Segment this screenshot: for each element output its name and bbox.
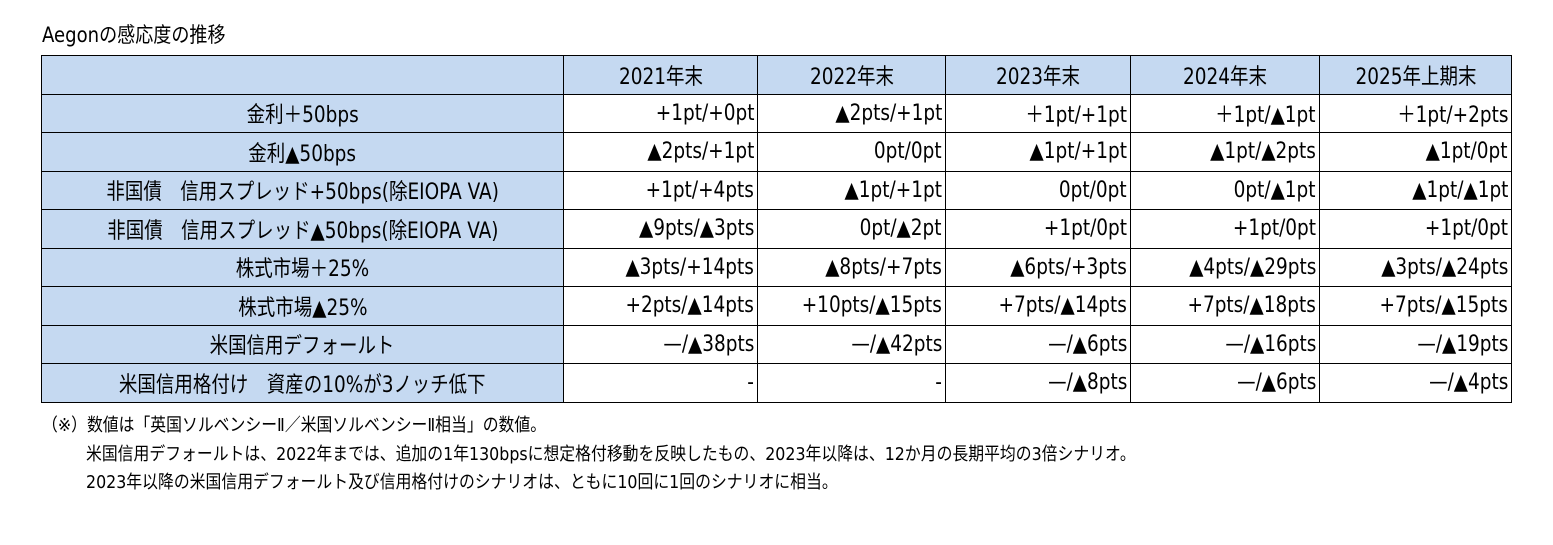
table-cell: ＋1pt/▲1pt [1130,93,1320,133]
table-cell: ▲8pts/+7pts [757,247,946,287]
column-header: 2025年上期末 [1319,55,1512,95]
table-cell: +1pt/0pt [1319,209,1512,249]
row-label: 米国信用格付け 資産の10%が3ノッチ低下 [41,363,564,403]
table-cell: —/▲6pts [1130,363,1320,403]
table-cell: +1pt/+4pts [563,170,758,210]
footnote-line: （※）数値は「英国ソルベンシーⅡ／米国ソルベンシーⅡ相当」の数値。 [42,415,547,436]
table-row: 株式市場＋25% ▲3pts/+14pts ▲8pts/+7pts ▲6pts/… [41,247,1512,287]
table-cell: —/▲8pts [945,363,1131,403]
table-cell: ▲2pts/+1pt [757,93,946,133]
row-label: 株式市場▲25% [41,286,564,326]
table-cell: ▲6pts/+3pts [945,247,1131,287]
table-cell: +1pt/0pt [1130,209,1320,249]
table-cell: - [563,363,758,403]
table-cell: ＋1pt/+1pt [945,93,1131,133]
table-cell: 0pt/0pt [945,170,1131,210]
table-cell: ▲4pts/▲29pts [1130,247,1320,287]
table-cell: - [757,363,946,403]
table-row: 金利▲50bps ▲2pts/+1pt 0pt/0pt ▲1pt/+1pt ▲1… [41,132,1512,172]
table-cell: —/▲6pts [945,324,1131,364]
row-label: 金利＋50bps [41,93,564,133]
column-header: 2022年末 [757,55,946,95]
table-cell: +7pts/▲15pts [1319,286,1512,326]
table-row: 非国債 信用スプレッド▲50bps(除EIOPA VA) ▲9pts/▲3pts… [41,209,1512,249]
table-cell: 0pt/▲2pt [757,209,946,249]
table-row: 非国債 信用スプレッド+50bps(除EIOPA VA) +1pt/+4pts … [41,170,1512,210]
page-title: Aegonの感応度の推移 [42,23,226,47]
table-cell: ▲1pt/▲2pts [1130,132,1320,172]
sensitivity-table: 2021年末 2022年末 2023年末 2024年末 2025年上期末 金利＋… [41,55,1512,403]
footnote-line: 2023年以降の米国信用デフォールト及び信用格付けのシナリオは、ともに10回に1… [86,472,838,493]
table-row: 株式市場▲25% +2pts/▲14pts +10pts/▲15pts +7pt… [41,286,1512,326]
table-cell: +2pts/▲14pts [563,286,758,326]
header-row: 2021年末 2022年末 2023年末 2024年末 2025年上期末 [41,55,1512,95]
table-cell: ▲3pts/▲24pts [1319,247,1512,287]
row-label: 金利▲50bps [41,132,564,172]
table-row: 米国信用格付け 資産の10%が3ノッチ低下 - - —/▲8pts —/▲6pt… [41,363,1512,403]
table-cell: —/▲19pts [1319,324,1512,364]
row-label: 株式市場＋25% [41,247,564,287]
table-cell: ＋1pt/+2pts [1319,93,1512,133]
table-cell: —/▲42pts [757,324,946,364]
table-cell: ▲1pt/+1pt [757,170,946,210]
table-cell: +1pt/+0pt [563,93,758,133]
table-cell: ▲3pts/+14pts [563,247,758,287]
table-cell: —/▲4pts [1319,363,1512,403]
footnotes: （※）数値は「英国ソルベンシーⅡ／米国ソルベンシーⅡ相当」の数値。 米国信用デフ… [42,412,1285,498]
corner-cell [41,55,564,95]
table-cell: —/▲16pts [1130,324,1320,364]
footnote-line: 米国信用デフォールトは、2022年までは、追加の1年130bpsに想定格付移動を… [86,443,1136,465]
table-cell: —/▲38pts [563,324,758,364]
row-label: 非国債 信用スプレッド+50bps(除EIOPA VA) [41,170,564,210]
column-header: 2021年末 [563,55,758,95]
table-cell: +7pts/▲14pts [945,286,1131,326]
table-row: 金利＋50bps +1pt/+0pt ▲2pts/+1pt ＋1pt/+1pt … [41,93,1512,133]
row-label: 非国債 信用スプレッド▲50bps(除EIOPA VA) [41,209,564,249]
table-cell: ▲2pts/+1pt [563,132,758,172]
table-cell: ▲1pt/0pt [1319,132,1512,172]
table-row: 米国信用デフォールト —/▲38pts —/▲42pts —/▲6pts —/▲… [41,324,1512,364]
table-cell: 0pt/▲1pt [1130,170,1320,210]
column-header: 2024年末 [1130,55,1320,95]
table-cell: ▲1pt/▲1pt [1319,170,1512,210]
table-cell: +1pt/0pt [945,209,1131,249]
table-cell: +7pts/▲18pts [1130,286,1320,326]
table-cell: +10pts/▲15pts [757,286,946,326]
table-cell: 0pt/0pt [757,132,946,172]
table-cell: ▲9pts/▲3pts [563,209,758,249]
table-cell: ▲1pt/+1pt [945,132,1131,172]
column-header: 2023年末 [945,55,1131,95]
row-label: 米国信用デフォールト [41,324,564,364]
